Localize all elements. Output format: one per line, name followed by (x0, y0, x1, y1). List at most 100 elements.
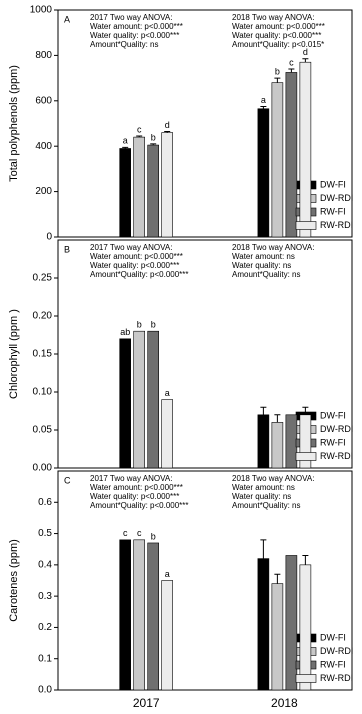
plot-frame (57, 9, 353, 238)
anova-text: Water quality: p<0.000*** (232, 31, 321, 40)
error-bar (260, 539, 267, 559)
y-tick-label: 400 (35, 141, 52, 152)
bar (133, 136, 145, 238)
bar (271, 422, 284, 469)
significance-letter: c (137, 124, 142, 134)
y-tick-label: 0.20 (33, 311, 53, 322)
y-tick-label: 0.25 (33, 273, 53, 284)
error-bar (274, 414, 281, 423)
bar (161, 399, 173, 469)
error-bar (260, 105, 267, 109)
anova-text: Amount*Quality: p<0.000*** (90, 270, 189, 279)
panel-label: B (64, 244, 70, 254)
significance-letter: b (151, 132, 156, 142)
legend-label: DW-FI (320, 632, 346, 642)
y-tick-label: 800 (35, 50, 52, 61)
significance-letter: d (165, 120, 170, 130)
y-axis-title: Chlorophyll (ppm ) (8, 309, 20, 399)
y-tick-label: 0.15 (33, 349, 53, 360)
significance-letter: b (151, 531, 156, 541)
anova-text: Amount*Quality: p<0.000*** (90, 501, 189, 510)
error-bar (150, 143, 157, 146)
panel-label: C (64, 475, 71, 485)
error-bar (288, 68, 295, 73)
anova-text: 2018 Two way ANOVA: (232, 243, 314, 252)
error-bar (260, 406, 267, 415)
error-bar (302, 406, 309, 415)
bar (133, 330, 145, 469)
anova-text: Water quality: ns (232, 261, 291, 270)
bar (133, 539, 145, 691)
y-tick-label: 0.6 (38, 497, 52, 508)
x-tick-label: 2017 (133, 696, 160, 710)
y-tick-label: 0.00 (33, 463, 53, 474)
y-tick-label: 0.10 (33, 387, 53, 398)
significance-letter: b (151, 320, 156, 330)
anova-text: Amount*Quality: ns (232, 501, 300, 510)
legend-label: DW-FI (320, 410, 346, 420)
legend-label: RW-RDI (320, 451, 353, 461)
legend-label: RW-RDI (320, 673, 353, 683)
y-tick-label: 0.1 (38, 653, 52, 664)
y-tick-label: 0.5 (38, 528, 52, 539)
bar (147, 330, 159, 469)
x-tick-label: 2018 (271, 696, 298, 710)
anova-text: Amount*Quality: p<0.015* (232, 40, 324, 49)
y-tick-label: 0.3 (38, 591, 52, 602)
anova-text: Water amount: p<0.000*** (232, 22, 325, 31)
anova-text: Amount*Quality: ns (232, 270, 300, 279)
legend-swatch (295, 452, 317, 461)
bar (161, 580, 173, 691)
y-tick-label: 0 (46, 232, 52, 243)
bar (285, 555, 298, 691)
anova-text: Water amount: p<0.000*** (90, 252, 183, 261)
bar (271, 82, 284, 238)
y-tick-label: 0.4 (38, 559, 52, 570)
legend-label: DW-RDI (320, 646, 353, 656)
significance-letter: d (303, 47, 308, 57)
bar (257, 558, 270, 691)
error-bar (302, 554, 309, 565)
anova-text: Water amount: ns (232, 252, 295, 261)
error-bar (274, 573, 281, 584)
significance-letter: c (289, 57, 294, 67)
y-axis-title: Total polyphenols (ppm) (8, 65, 20, 182)
anova-text: Water quality: p<0.000*** (90, 31, 179, 40)
y-tick-label: 600 (35, 95, 52, 106)
anova-text: 2017 Two way ANOVA: (90, 474, 172, 483)
bar (119, 338, 131, 469)
bar (257, 414, 270, 469)
y-tick-label: 0.05 (33, 425, 53, 436)
plot-frame (57, 470, 353, 691)
bar (119, 539, 131, 691)
legend-label: RW-FI (320, 659, 346, 669)
bar (299, 61, 312, 238)
legend-swatch (295, 221, 317, 230)
bar (257, 108, 270, 238)
anova-text: 2017 Two way ANOVA: (90, 13, 172, 22)
y-tick-label: 200 (35, 186, 52, 197)
significance-letter: c (137, 528, 142, 538)
bar (147, 542, 159, 691)
legend-swatch (295, 674, 317, 683)
significance-letter: ab (120, 327, 130, 337)
bar (285, 72, 298, 238)
bar (299, 564, 312, 691)
error-bar (164, 130, 171, 133)
error-bar (122, 146, 129, 149)
legend-label: DW-FI (320, 179, 346, 189)
anova-text: Water amount: p<0.000*** (90, 483, 183, 492)
error-bar (302, 58, 309, 63)
anova-text: Water quality: ns (232, 492, 291, 501)
legend-label: RW-FI (320, 206, 346, 216)
significance-letter: c (123, 528, 128, 538)
bar (271, 583, 284, 691)
significance-letter: a (165, 388, 170, 398)
anova-text: 2017 Two way ANOVA: (90, 243, 172, 252)
anova-text: Water quality: p<0.000*** (90, 261, 179, 270)
y-tick-label: 1000 (30, 5, 53, 16)
anova-text: 2018 Two way ANOVA: (232, 474, 314, 483)
y-axis-title: Carotenes (ppm) (8, 539, 20, 622)
anova-text: Water amount: p<0.000*** (90, 22, 183, 31)
error-bar (274, 77, 281, 83)
